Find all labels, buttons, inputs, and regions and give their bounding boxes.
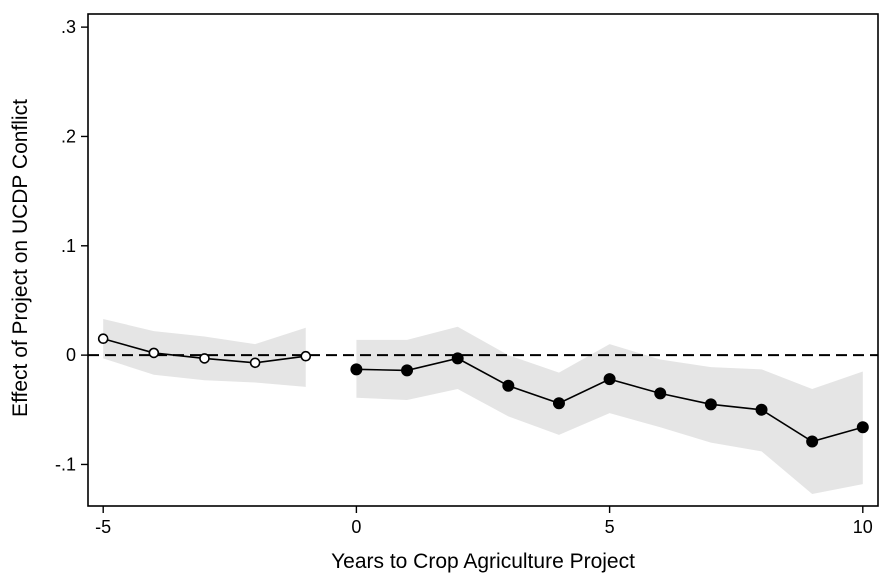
data-point (704, 398, 717, 411)
ci-band-0 (103, 319, 306, 387)
data-point (806, 435, 819, 448)
y-axis: -.1 0 .1 .2 .3 (55, 17, 88, 474)
x-axis: -5 0 5 10 (95, 506, 873, 537)
data-point (350, 363, 363, 376)
data-point (249, 357, 261, 369)
data-point (451, 352, 464, 365)
data-point (97, 333, 109, 345)
x-tick-label: 5 (605, 517, 615, 537)
ci-bands (103, 319, 863, 494)
data-point (755, 403, 768, 416)
x-axis-title: Years to Crop Agriculture Project (331, 550, 635, 573)
data-point (603, 373, 616, 386)
y-tick-label: .3 (61, 17, 76, 37)
y-tick-label: 0 (66, 345, 76, 365)
data-point (148, 347, 160, 359)
data-point (502, 379, 515, 392)
data-point (654, 387, 667, 400)
ci-band-1 (356, 326, 863, 494)
y-tick-label: .1 (61, 236, 76, 256)
data-point (401, 364, 414, 377)
y-tick-label: -.1 (55, 454, 76, 474)
data-point (856, 421, 869, 434)
y-axis-title: Effect of Project on UCDP Conflict (9, 99, 32, 417)
x-tick-label: 10 (853, 517, 873, 537)
data-point (199, 353, 210, 364)
y-tick-label: .2 (61, 126, 76, 146)
data-points (97, 333, 869, 448)
plot-frame (87, 13, 879, 507)
x-tick-label: -5 (95, 517, 111, 537)
data-point (552, 397, 565, 410)
data-point (300, 350, 312, 362)
x-tick-label: 0 (351, 517, 361, 537)
